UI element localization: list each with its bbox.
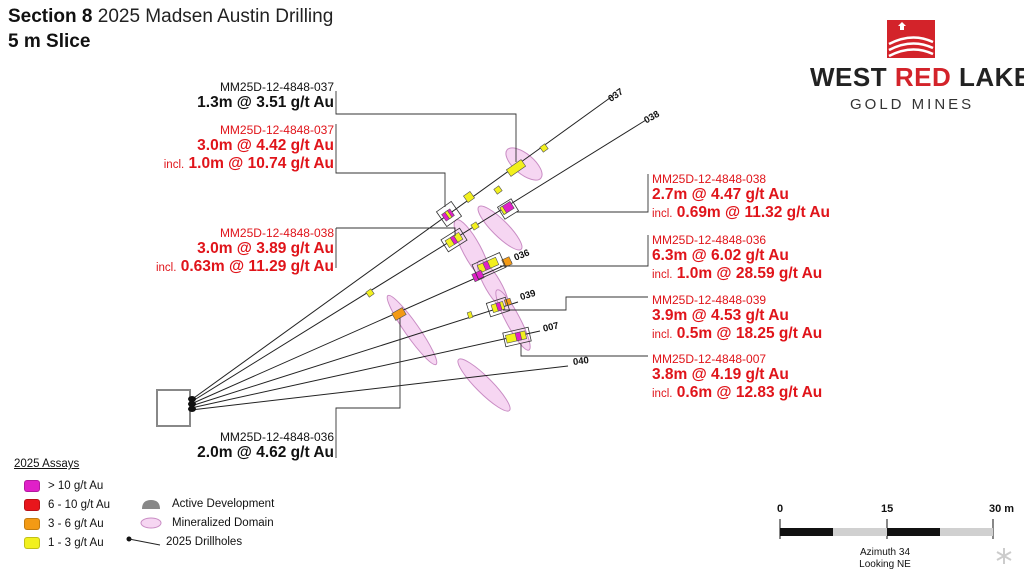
- logo-text-main: WEST RED LAKE: [810, 62, 1024, 92]
- active-development-icon: [142, 500, 160, 509]
- section-name: 2025 Madsen Austin Drilling: [97, 6, 334, 27]
- scale-tick-15: 15: [881, 503, 894, 515]
- legend: 2025 Assays: [14, 458, 79, 474]
- slice-label: 5 m Slice: [8, 31, 91, 52]
- label-037-red: MM25D-12-4848-037 3.0m @ 4.42 g/t Au inc…: [163, 123, 334, 172]
- domain-7: [457, 358, 511, 412]
- label-007-right: MM25D-12-4848-007 3.8m @ 4.19 g/t Au inc…: [652, 352, 823, 401]
- legend-item-1-3: 1 - 3 g/t Au: [24, 535, 104, 551]
- legend-item-6-10: 6 - 10 g/t Au: [24, 497, 110, 513]
- label-038-left: MM25D-12-4848-038 3.0m @ 3.89 g/t Au inc…: [155, 226, 334, 275]
- logo-text-sub: GOLD MINES: [850, 96, 975, 113]
- orientation-note: Azimuth 34 Looking NE: [859, 547, 911, 570]
- drillhole-007: [190, 330, 541, 409]
- active-development-outline: [156, 389, 191, 427]
- legend-title: 2025 Assays: [14, 458, 80, 470]
- label-037-black: MM25D-12-4848-037 1.3m @ 3.51 g/t Au: [197, 80, 334, 111]
- drillhole-039: [190, 301, 519, 407]
- drillhole-collars: [188, 396, 196, 412]
- mineralized-domain-icon: [140, 517, 162, 529]
- page-title: Section 8 2025 Madsen Austin Drilling: [8, 6, 333, 28]
- scale-tick-30: 30 m: [989, 503, 1015, 515]
- scale-tick-0: 0: [777, 503, 784, 515]
- drillhole-038: [190, 119, 647, 403]
- legend-item-3-6: 3 - 6 g/t Au: [24, 516, 104, 532]
- legend-swatch-1-3: [24, 537, 40, 549]
- drillhole-040: [190, 365, 569, 411]
- compass-icon: [996, 548, 1012, 564]
- domain-2: [477, 205, 523, 251]
- legend-swatch-3-6: [24, 518, 40, 530]
- scale-bar: 0 15 30 m Azimuth 34 Looking NE: [775, 503, 1015, 573]
- legend-active-development: Active Development: [140, 497, 274, 511]
- mineralized-domains: [386, 147, 543, 412]
- label-038-right: MM25D-12-4848-038 2.7m @ 4.47 g/t Au inc…: [652, 172, 831, 221]
- company-logo: WEST RED LAKE GOLD MINES: [810, 18, 1024, 118]
- logo-mark-icon: [887, 20, 935, 58]
- legend-drillholes: 2025 Drillholes: [126, 535, 242, 549]
- drillhole-036: [190, 261, 513, 405]
- scale-bar-graphic: [779, 519, 994, 539]
- assay-intervals: [365, 143, 549, 344]
- section-label: Section 8: [8, 6, 93, 27]
- legend-item-gt10: > 10 g/t Au: [24, 478, 103, 494]
- label-039-right: MM25D-12-4848-039 3.9m @ 4.53 g/t Au inc…: [652, 293, 823, 342]
- leader-lines: [335, 91, 649, 458]
- hole-id-040: 040: [572, 355, 590, 368]
- legend-swatch-gt10: [24, 480, 40, 492]
- label-036-right: MM25D-12-4848-036 6.3m @ 6.02 g/t Au inc…: [652, 233, 823, 282]
- drillhole-icon: [126, 536, 161, 546]
- legend-mineralized-domain: Mineralized Domain: [140, 516, 274, 530]
- domain-6: [386, 294, 438, 366]
- label-036-black: MM25D-12-4848-036 2.0m @ 4.62 g/t Au: [197, 430, 334, 461]
- interval-boxes: [435, 198, 532, 348]
- legend-swatch-6-10: [24, 499, 40, 511]
